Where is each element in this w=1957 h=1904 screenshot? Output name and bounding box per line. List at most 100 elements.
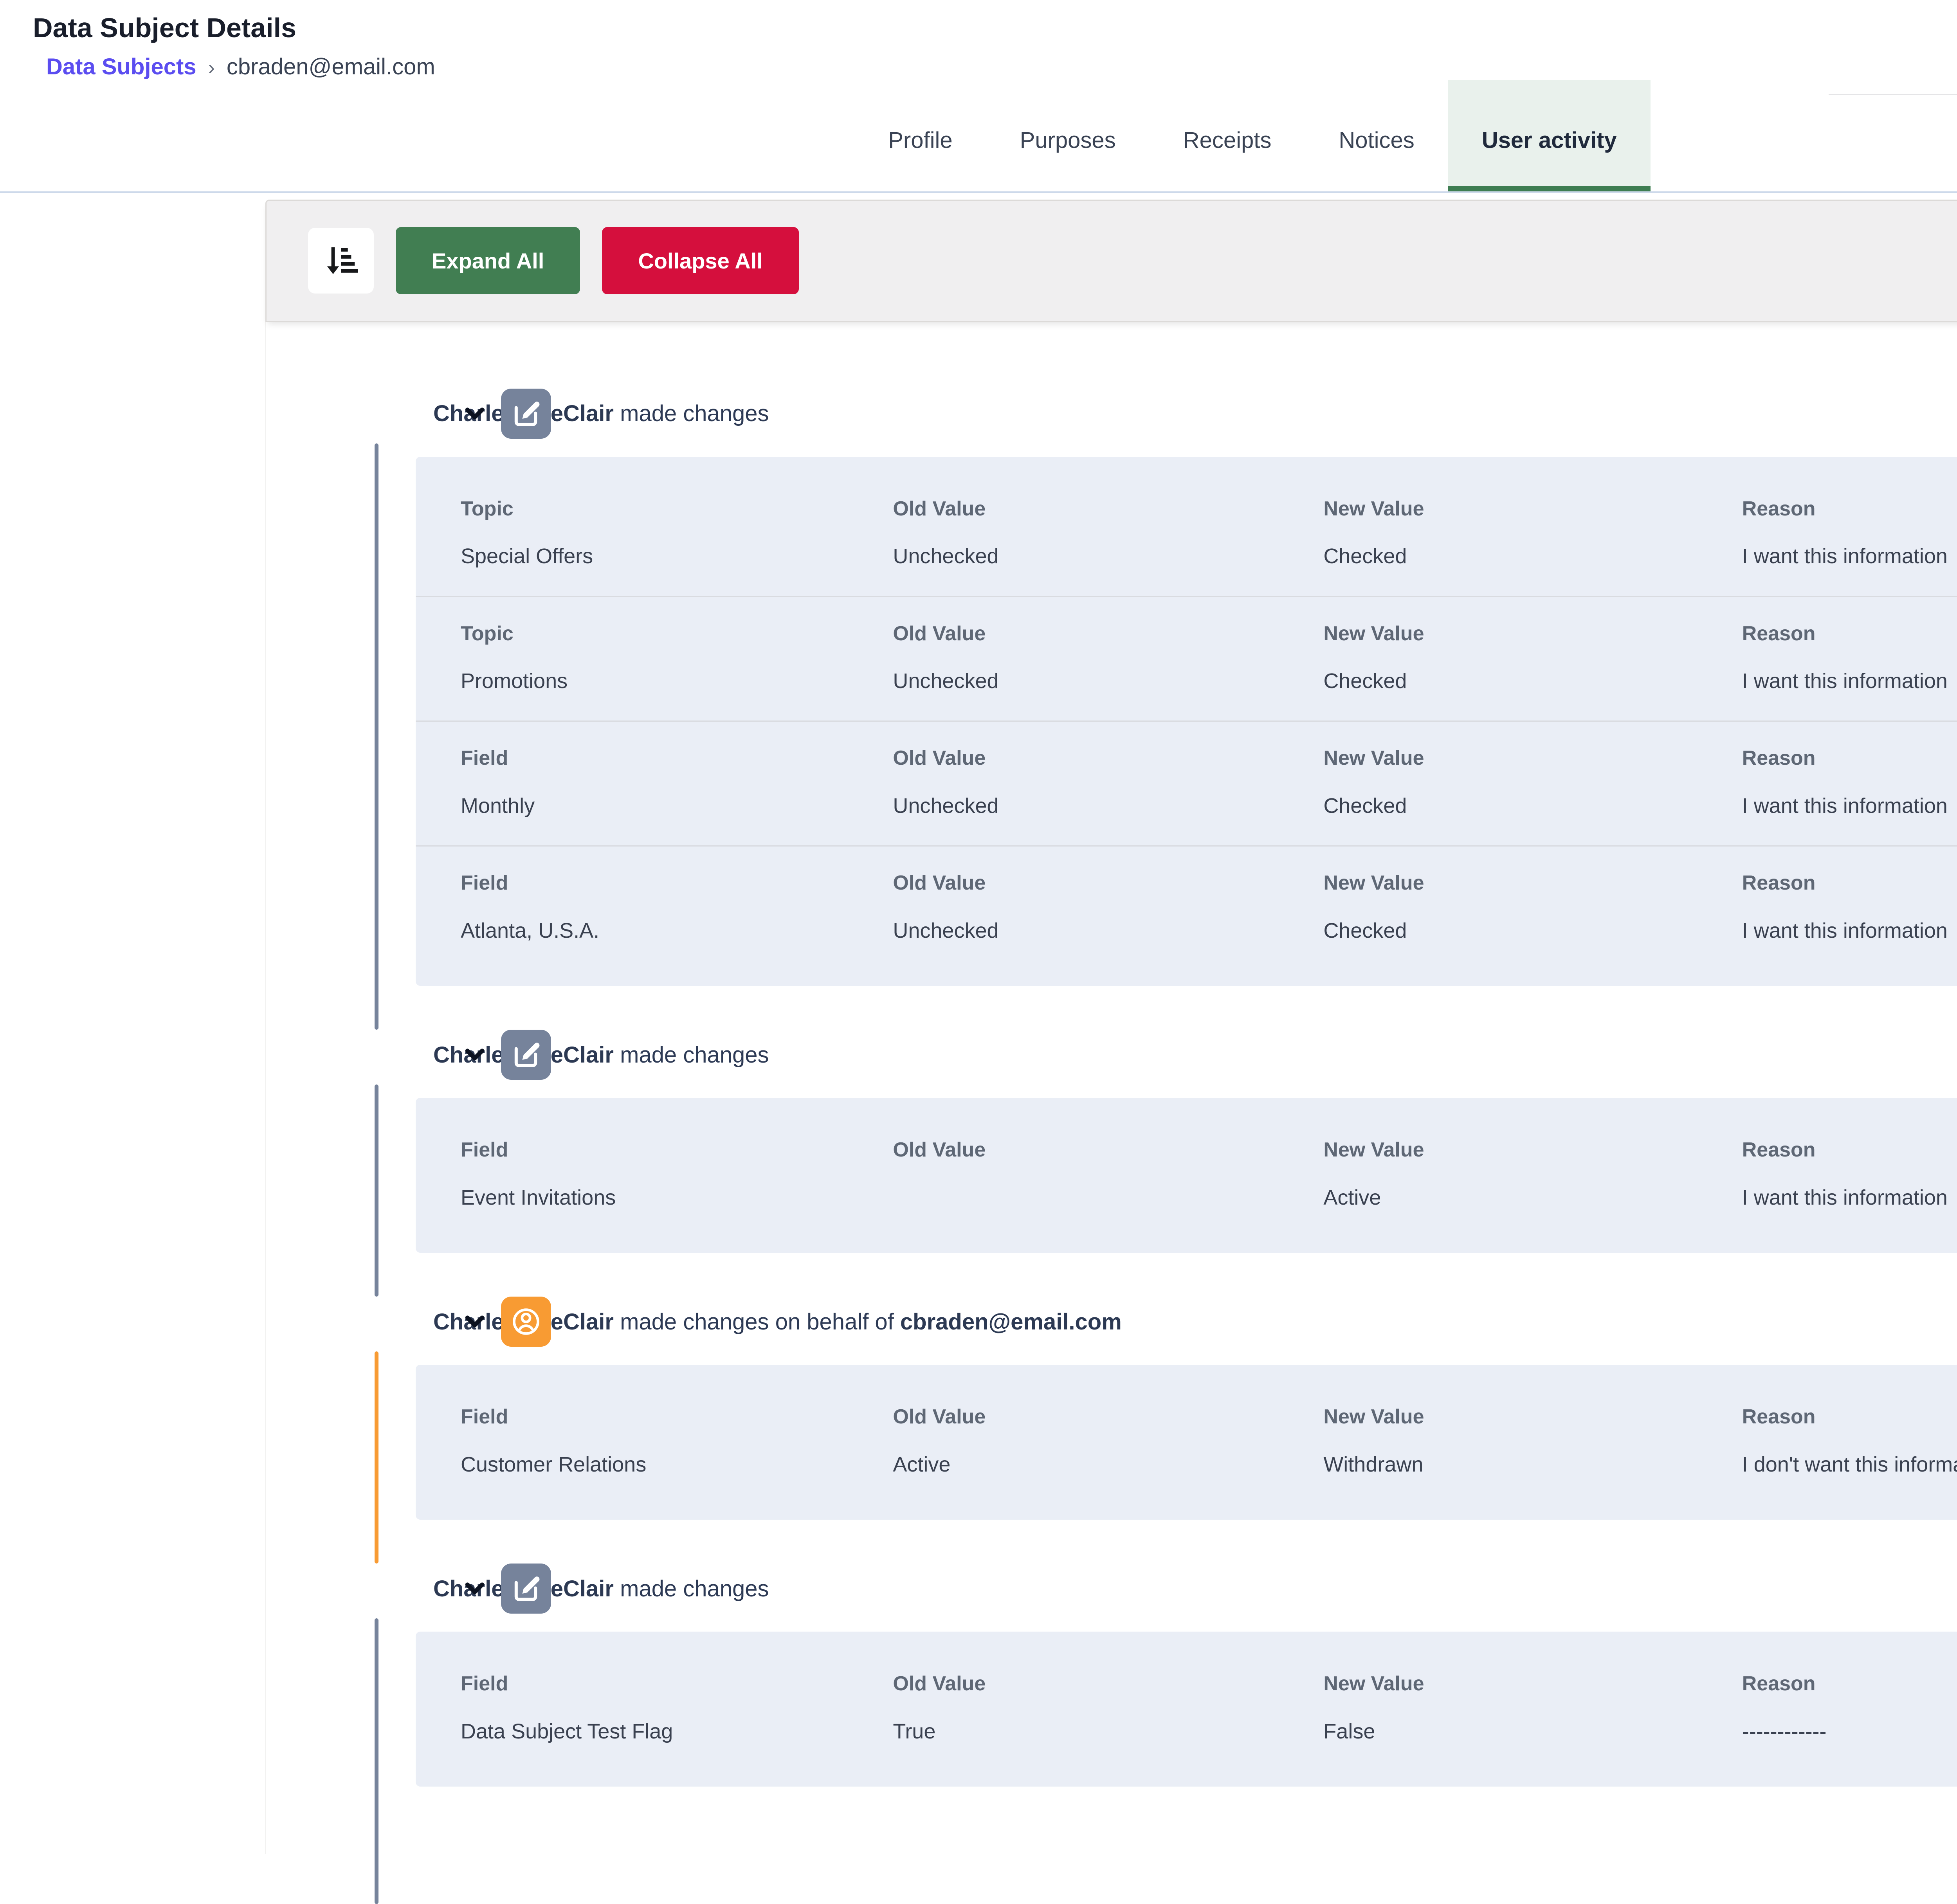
new-value-cell: New Value Active xyxy=(1323,1138,1742,1210)
tab-profile[interactable]: Profile xyxy=(888,128,953,153)
old-value-label: Old Value xyxy=(893,622,986,645)
change-row: Field Event Invitations Old Value New Va… xyxy=(416,1113,1957,1237)
reason-cell: Reason I want this information xyxy=(1742,497,1957,569)
chevron-down-icon[interactable] xyxy=(462,1042,488,1068)
user-circle-icon xyxy=(501,1297,551,1347)
old-value: True xyxy=(893,1719,936,1743)
field-cell: Field Customer Relations xyxy=(461,1405,893,1477)
timeline-connector xyxy=(375,1618,378,1904)
entry-header[interactable]: Charlene LeClair made changes 4/25/23, 1… xyxy=(416,1564,1957,1614)
reason-cell: Reason I want this information xyxy=(1742,747,1957,818)
new-value-cell: New Value Checked xyxy=(1323,497,1742,569)
old-value-label: Old Value xyxy=(893,1138,986,1162)
action-text: made changes xyxy=(613,1576,769,1601)
change-name: Event Invitations xyxy=(461,1186,616,1210)
entry-header[interactable]: Charlene LeClair made changes 4/25/23, 1… xyxy=(416,1030,1957,1080)
changes-panel: Field Event Invitations Old Value New Va… xyxy=(416,1098,1957,1253)
action-text: made changes on behalf of xyxy=(613,1309,900,1335)
old-value-cell: Old Value Unchecked xyxy=(893,747,1323,818)
activity-card: Expand All Collapse All Charlene LeClair… xyxy=(265,199,1957,1904)
chevron-down-icon[interactable] xyxy=(462,401,488,427)
change-kind-label: Topic xyxy=(461,497,514,520)
change-name: Atlanta, U.S.A. xyxy=(461,919,600,943)
change-row: Topic Promotions Old Value Unchecked New… xyxy=(416,596,1957,721)
reason-value: I want this information xyxy=(1742,919,1948,943)
old-value: Active xyxy=(893,1452,951,1476)
reason-label: Reason xyxy=(1742,1405,1816,1428)
reason-cell: Reason ------------ xyxy=(1742,1672,1957,1744)
entry-header[interactable]: Charlene LeClair made changes on behalf … xyxy=(416,1297,1957,1347)
action-text: made changes xyxy=(613,1042,769,1068)
new-value-cell: New Value Checked xyxy=(1323,872,1742,943)
activity-toolbar: Expand All Collapse All xyxy=(265,199,1957,322)
entry-header[interactable]: Charlene LeClair made changes 4/25/23, 1… xyxy=(416,388,1957,439)
sort-button[interactable] xyxy=(308,228,374,294)
expand-all-button[interactable]: Expand All xyxy=(396,227,580,295)
change-row: Field Monthly Old Value Unchecked New Va… xyxy=(416,721,1957,845)
change-row: Field Atlanta, U.S.A. Old Value Unchecke… xyxy=(416,845,1957,970)
new-value-cell: New Value False xyxy=(1323,1672,1742,1744)
change-name: Customer Relations xyxy=(461,1452,647,1476)
new-value-label: New Value xyxy=(1323,1672,1424,1695)
change-name: Data Subject Test Flag xyxy=(461,1719,673,1743)
activity-timeline: Charlene LeClair made changes 4/25/23, 1… xyxy=(265,322,1957,1904)
change-kind-label: Field xyxy=(461,1405,508,1428)
field-cell: Field Data Subject Test Flag xyxy=(461,1672,893,1744)
page-header: Data Subject Details Data Subjects › cbr… xyxy=(0,0,1957,80)
tab-purposes[interactable]: Purposes xyxy=(1020,128,1116,153)
reason-value: I want this information xyxy=(1742,794,1948,818)
change-kind-label: Field xyxy=(461,747,508,770)
reason-value: ------------ xyxy=(1742,1719,1827,1743)
changes-panel: Field Data Subject Test Flag Old Value T… xyxy=(416,1632,1957,1787)
changes-panel: Field Customer Relations Old Value Activ… xyxy=(416,1365,1957,1520)
chevron-down-icon[interactable] xyxy=(462,1309,488,1335)
change-row: Field Data Subject Test Flag Old Value T… xyxy=(416,1647,1957,1771)
new-value: Checked xyxy=(1323,794,1407,818)
field-cell: Field Atlanta, U.S.A. xyxy=(461,872,893,943)
reason-value: I want this information xyxy=(1742,1186,1948,1210)
reason-cell: Reason I want this information xyxy=(1742,1138,1957,1210)
changes-panel: Topic Special Offers Old Value Unchecked… xyxy=(416,456,1957,986)
edit-icon xyxy=(501,388,551,439)
chevron-down-icon[interactable] xyxy=(462,1576,488,1601)
old-value-cell: Old Value Unchecked xyxy=(893,497,1323,569)
reason-label: Reason xyxy=(1742,497,1816,520)
collapse-all-button[interactable]: Collapse All xyxy=(602,227,799,295)
breadcrumb: Data Subjects › cbraden@email.com xyxy=(46,54,1957,80)
timeline-connector xyxy=(375,443,378,1030)
old-value-cell: Old Value Active xyxy=(893,1405,1323,1477)
new-value-cell: New Value Withdrawn xyxy=(1323,1405,1742,1477)
tab-receipts[interactable]: Receipts xyxy=(1183,128,1272,153)
activity-entry: Charlene LeClair made changes 4/25/23, 1… xyxy=(266,1564,1957,1904)
sort-amount-down-icon xyxy=(327,247,358,274)
old-value-cell: Old Value True xyxy=(893,1672,1323,1744)
change-kind-label: Topic xyxy=(461,622,514,645)
old-value-label: Old Value xyxy=(893,1405,986,1428)
change-row: Field Customer Relations Old Value Activ… xyxy=(416,1380,1957,1504)
reason-label: Reason xyxy=(1742,1672,1816,1695)
reason-label: Reason xyxy=(1742,622,1816,645)
reason-label: Reason xyxy=(1742,747,1816,770)
change-row: Topic Special Offers Old Value Unchecked… xyxy=(416,472,1957,596)
timeline-connector xyxy=(375,1084,378,1297)
breadcrumb-parent-link[interactable]: Data Subjects xyxy=(46,54,196,79)
tab-notices[interactable]: Notices xyxy=(1339,128,1415,153)
new-value-label: New Value xyxy=(1323,872,1424,895)
new-value-label: New Value xyxy=(1323,1138,1424,1162)
header-divider xyxy=(1829,94,1957,95)
new-value: Active xyxy=(1323,1186,1381,1210)
old-value: Unchecked xyxy=(893,919,999,943)
action-text: made changes xyxy=(613,401,769,427)
old-value-cell: Old Value xyxy=(893,1138,1323,1210)
tab-bar: Profile Purposes Receipts Notices User activ… xyxy=(0,80,1957,193)
old-value-label: Old Value xyxy=(893,1672,986,1695)
new-value-label: New Value xyxy=(1323,622,1424,645)
tab-user-activity[interactable]: User activity xyxy=(1448,80,1651,191)
old-value: Unchecked xyxy=(893,544,999,568)
field-cell: Field Event Invitations xyxy=(461,1138,893,1210)
change-name: Monthly xyxy=(461,794,535,818)
reason-value: I want this information xyxy=(1742,544,1948,568)
new-value: Checked xyxy=(1323,544,1407,568)
new-value-cell: New Value Checked xyxy=(1323,747,1742,818)
new-value: False xyxy=(1323,1719,1375,1743)
